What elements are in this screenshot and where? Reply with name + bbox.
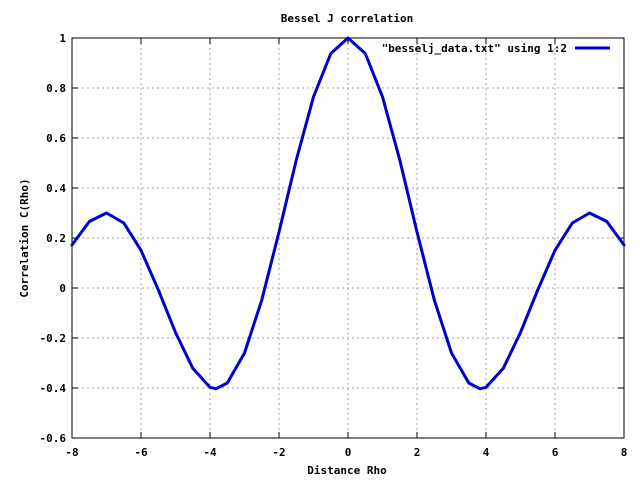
y-tick-label: -0.4 bbox=[40, 382, 67, 395]
y-tick-label: 0.8 bbox=[46, 82, 66, 95]
x-tick-label: 2 bbox=[414, 446, 421, 459]
axis-ticks: -8 -6 -4 -2 0 2 4 6 8 -0.6 -0.4 -0.2 0 0.2 0.4 0.6 0.8 1 bbox=[40, 32, 628, 459]
x-tick-label: 8 bbox=[621, 446, 628, 459]
x-tick-label: 4 bbox=[483, 446, 490, 459]
grid bbox=[72, 38, 624, 438]
y-tick-label: 0.2 bbox=[46, 232, 66, 245]
series-layer bbox=[70, 36, 626, 391]
y-tick-label: 1 bbox=[59, 32, 66, 45]
x-axis-label: Distance Rho bbox=[307, 464, 387, 477]
series-line bbox=[70, 36, 626, 391]
legend-label: "besselj_data.txt" using 1:2 bbox=[382, 42, 567, 55]
y-tick-label: 0.4 bbox=[46, 182, 66, 195]
x-tick-label: -2 bbox=[272, 446, 285, 459]
x-tick-label: 0 bbox=[345, 446, 352, 459]
y-tick-label: 0.6 bbox=[46, 132, 66, 145]
y-tick-label: -0.2 bbox=[40, 332, 67, 345]
y-tick-label: 0 bbox=[59, 282, 66, 295]
legend: "besselj_data.txt" using 1:2 bbox=[382, 42, 610, 55]
y-axis-label: Correlation C(Rho) bbox=[18, 178, 31, 297]
x-tick-label: -8 bbox=[65, 446, 78, 459]
x-tick-label: -4 bbox=[203, 446, 217, 459]
chart-title: Bessel J correlation bbox=[281, 12, 413, 25]
x-tick-label: 6 bbox=[552, 446, 559, 459]
x-tick-label: -6 bbox=[134, 446, 148, 459]
y-tick-label: -0.6 bbox=[40, 432, 67, 445]
